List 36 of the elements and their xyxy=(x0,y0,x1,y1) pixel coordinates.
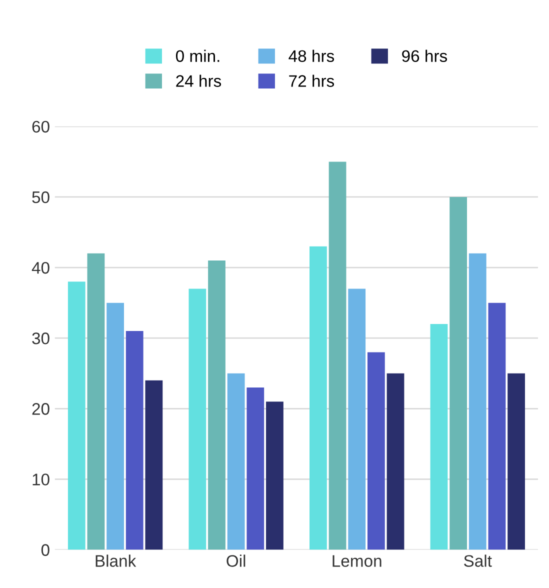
bar xyxy=(106,302,124,550)
bar xyxy=(188,288,206,550)
bar xyxy=(68,282,86,550)
y-tick-label: 20 xyxy=(32,403,50,415)
bar xyxy=(430,324,448,550)
bar xyxy=(367,352,385,550)
legend-label: 0 min. xyxy=(176,50,220,62)
bar xyxy=(246,387,264,550)
legend-label: 96 hrs xyxy=(402,50,448,62)
bar xyxy=(145,380,163,550)
x-tick-label: Salt xyxy=(464,554,492,567)
bar xyxy=(87,253,105,550)
bar xyxy=(208,260,226,550)
y-tick-label: 50 xyxy=(32,191,50,204)
bar xyxy=(468,253,486,550)
y-tick-label: 60 xyxy=(32,120,50,133)
bar xyxy=(126,331,144,550)
x-tick-label: Oil xyxy=(226,554,246,567)
bar xyxy=(508,373,525,550)
y-tick-label: 40 xyxy=(32,262,50,274)
legend-label: 72 hrs xyxy=(289,74,334,87)
bar xyxy=(310,246,327,550)
bar xyxy=(348,288,366,550)
bar xyxy=(227,373,245,550)
bar xyxy=(328,162,346,550)
y-tick-label: 0 xyxy=(41,544,50,556)
bar xyxy=(386,373,404,550)
y-tick-label: 30 xyxy=(32,332,50,344)
x-tick-label: Blank xyxy=(96,554,136,567)
bar xyxy=(266,402,284,550)
bar xyxy=(488,302,506,550)
legend-label: 48 hrs xyxy=(288,50,334,62)
legend-label: 24 hrs xyxy=(176,74,222,87)
y-tick-label: 10 xyxy=(32,474,50,486)
x-tick-label: Lemon xyxy=(332,555,382,567)
bar xyxy=(450,196,467,550)
